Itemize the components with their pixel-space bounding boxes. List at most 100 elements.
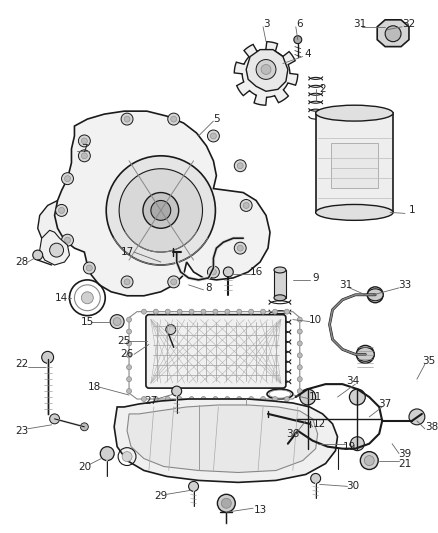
Circle shape [223, 267, 233, 277]
Circle shape [225, 309, 230, 314]
Circle shape [210, 133, 216, 139]
Circle shape [127, 377, 131, 382]
Circle shape [249, 309, 254, 314]
Text: 7: 7 [81, 144, 88, 154]
Circle shape [42, 351, 53, 364]
Circle shape [141, 397, 146, 401]
Text: 19: 19 [343, 442, 356, 451]
Circle shape [124, 116, 130, 122]
Circle shape [171, 116, 177, 122]
Text: 12: 12 [313, 419, 326, 429]
Circle shape [189, 481, 198, 491]
Circle shape [357, 345, 374, 364]
Circle shape [62, 173, 74, 184]
Circle shape [81, 423, 88, 431]
Text: 26: 26 [120, 349, 134, 359]
Circle shape [261, 397, 265, 401]
Circle shape [83, 262, 95, 274]
Circle shape [127, 317, 131, 322]
Circle shape [189, 397, 194, 401]
Circle shape [113, 318, 121, 326]
Circle shape [165, 309, 170, 314]
Text: 29: 29 [154, 491, 167, 502]
Text: 31: 31 [339, 280, 352, 290]
Polygon shape [38, 200, 67, 248]
Circle shape [62, 234, 74, 246]
Polygon shape [246, 50, 288, 91]
Circle shape [201, 397, 206, 401]
Circle shape [127, 341, 131, 346]
Circle shape [168, 113, 180, 125]
Polygon shape [127, 405, 318, 472]
Bar [316, 113, 393, 213]
Text: 28: 28 [15, 257, 28, 267]
Circle shape [213, 309, 218, 314]
Circle shape [64, 176, 71, 182]
Circle shape [106, 156, 215, 265]
Circle shape [240, 199, 252, 212]
Circle shape [127, 365, 131, 370]
Circle shape [297, 353, 302, 358]
Polygon shape [55, 111, 270, 296]
Circle shape [151, 200, 171, 220]
Circle shape [78, 150, 90, 162]
Text: 8: 8 [205, 283, 212, 293]
Circle shape [100, 447, 114, 461]
Circle shape [350, 389, 365, 405]
Circle shape [284, 309, 290, 314]
Text: 34: 34 [346, 376, 359, 386]
Circle shape [121, 276, 133, 288]
Circle shape [350, 437, 364, 450]
Circle shape [234, 160, 246, 172]
Circle shape [237, 163, 243, 169]
Circle shape [110, 314, 124, 328]
Circle shape [81, 292, 93, 304]
Circle shape [297, 365, 302, 370]
Circle shape [252, 60, 280, 87]
Circle shape [177, 397, 182, 401]
Circle shape [213, 397, 218, 401]
Circle shape [283, 434, 297, 448]
Circle shape [141, 309, 146, 314]
Circle shape [360, 451, 378, 470]
Circle shape [385, 26, 401, 42]
Circle shape [409, 409, 425, 425]
Circle shape [301, 437, 314, 450]
Circle shape [49, 243, 64, 257]
Text: 13: 13 [254, 505, 267, 515]
Text: 9: 9 [312, 273, 319, 283]
Text: 4: 4 [304, 49, 311, 59]
Circle shape [225, 397, 230, 401]
Circle shape [127, 329, 131, 334]
Circle shape [49, 414, 60, 424]
Text: 39: 39 [399, 449, 412, 458]
Text: 38: 38 [425, 422, 438, 432]
Text: 1: 1 [409, 205, 415, 215]
Circle shape [78, 135, 90, 147]
Circle shape [297, 389, 302, 393]
Text: 31: 31 [353, 19, 366, 29]
Polygon shape [234, 42, 298, 105]
Circle shape [294, 36, 302, 44]
Circle shape [168, 276, 180, 288]
Circle shape [249, 397, 254, 401]
Ellipse shape [274, 295, 286, 301]
Text: 25: 25 [117, 336, 131, 346]
Circle shape [234, 242, 246, 254]
Circle shape [297, 377, 302, 382]
Circle shape [172, 386, 182, 396]
Circle shape [56, 205, 67, 216]
Circle shape [171, 279, 177, 285]
Bar [274, 270, 286, 298]
Circle shape [119, 169, 202, 252]
Circle shape [237, 245, 243, 251]
Circle shape [297, 329, 302, 334]
Text: 37: 37 [378, 399, 392, 409]
Circle shape [208, 130, 219, 142]
Circle shape [33, 250, 42, 260]
Circle shape [124, 279, 130, 285]
Ellipse shape [367, 289, 383, 301]
Polygon shape [114, 399, 338, 482]
Text: 22: 22 [15, 359, 28, 369]
Circle shape [166, 325, 176, 335]
